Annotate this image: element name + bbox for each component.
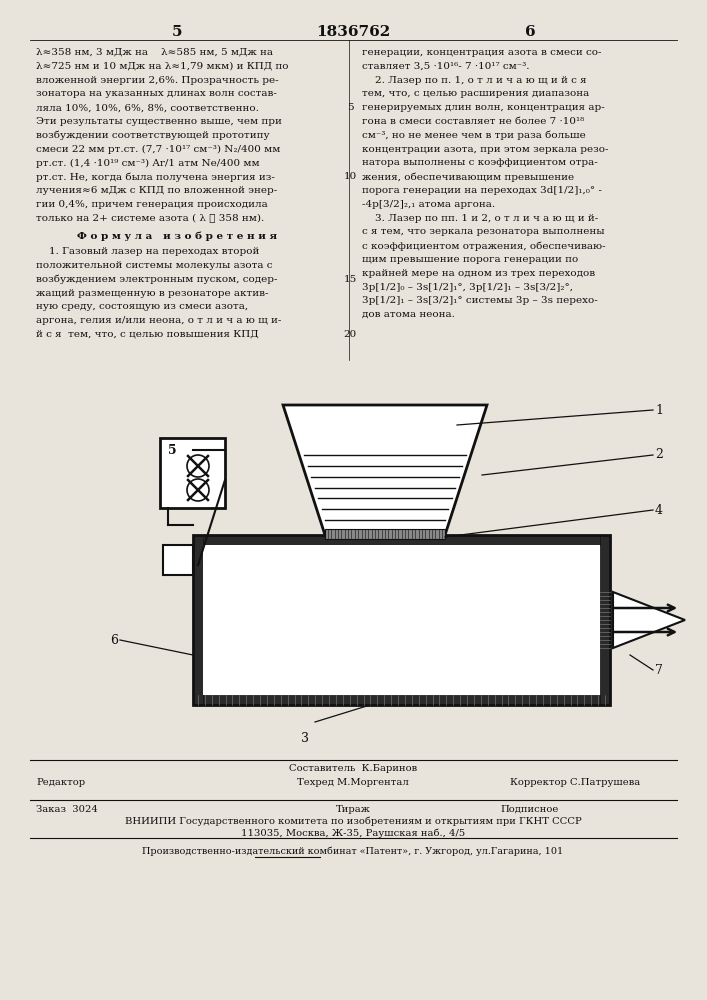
Text: генерируемых длин волн, концентрация ар-: генерируемых длин волн, концентрация ар- [362, 103, 604, 112]
Text: гии 0,4%, причем генерация происходила: гии 0,4%, причем генерация происходила [36, 200, 268, 209]
Text: 20: 20 [344, 330, 356, 339]
Text: 5: 5 [172, 25, 182, 39]
Text: 2: 2 [655, 448, 663, 462]
Text: с я тем, что зеркала резонатора выполнены: с я тем, что зеркала резонатора выполнен… [362, 227, 604, 236]
Bar [193, 695, 610, 705]
Text: Ф о р м у л а   и з о б р е т е н и я: Ф о р м у л а и з о б р е т е н и я [77, 231, 277, 241]
Polygon shape [283, 405, 487, 535]
Text: ляла 10%, 10%, 6%, 8%, соответственно.: ляла 10%, 10%, 6%, 8%, соответственно. [36, 103, 259, 112]
Text: й с я  тем, что, с целью повышения КПД: й с я тем, что, с целью повышения КПД [36, 330, 259, 339]
Text: 3: 3 [301, 732, 309, 745]
Text: жения, обеспечивающим превышение: жения, обеспечивающим превышение [362, 172, 574, 182]
Text: зонатора на указанных длинах волн состав-: зонатора на указанных длинах волн состав… [36, 89, 277, 98]
Text: возбуждением электронным пуском, содер-: возбуждением электронным пуском, содер- [36, 275, 278, 284]
Text: гона в смеси составляет не более 7 ·10¹⁸: гона в смеси составляет не более 7 ·10¹⁸ [362, 117, 584, 126]
Text: ставляет 3,5 ·10¹⁶- 7 ·10¹⁷ см⁻³.: ставляет 3,5 ·10¹⁶- 7 ·10¹⁷ см⁻³. [362, 62, 530, 71]
Text: 15: 15 [344, 275, 356, 284]
Text: 1. Газовый лазер на переходах второй: 1. Газовый лазер на переходах второй [36, 247, 259, 256]
Text: аргона, гелия и/или неона, о т л и ч а ю щ и-: аргона, гелия и/или неона, о т л и ч а ю… [36, 316, 281, 325]
Bar [193, 535, 610, 545]
Text: натора выполнены с коэффициентом отра-: натора выполнены с коэффициентом отра- [362, 158, 597, 167]
Bar [160, 438, 225, 508]
Bar [325, 529, 445, 539]
Text: 6: 6 [525, 25, 535, 39]
Text: с коэффициентом отражения, обеспечиваю-: с коэффициентом отражения, обеспечиваю- [362, 241, 606, 251]
Text: λ≈725 нм и 10 мДж на λ≈1,79 мкм) и КПД по: λ≈725 нм и 10 мДж на λ≈1,79 мкм) и КПД п… [36, 62, 288, 71]
Text: Производственно-издательский комбинат «Патент», г. Ужгород, ул.Гагарина, 101: Производственно-издательский комбинат «П… [142, 846, 563, 856]
Text: смеси 22 мм рт.ст. (7,7 ·10¹⁷ см⁻³) N₂/400 мм: смеси 22 мм рт.ст. (7,7 ·10¹⁷ см⁻³) N₂/4… [36, 145, 281, 154]
Text: 3p[1/2]₀ – 3s[1/2]₁°, 3p[1/2]₁ – 3s[3/2]₂°,: 3p[1/2]₀ – 3s[1/2]₁°, 3p[1/2]₁ – 3s[3/2]… [362, 283, 573, 292]
Text: 5: 5 [168, 444, 177, 457]
Text: рт.ст. (1,4 ·10¹⁹ см⁻³) Ar/1 атм Ne/400 мм: рт.ст. (1,4 ·10¹⁹ см⁻³) Ar/1 атм Ne/400 … [36, 158, 259, 168]
Text: ную среду, состоящую из смеси азота,: ную среду, состоящую из смеси азота, [36, 302, 248, 311]
Text: 1: 1 [655, 403, 663, 416]
Text: Подписное: Подписное [501, 805, 559, 814]
Bar [203, 545, 600, 695]
Bar [193, 535, 610, 705]
Text: жащий размещенную в резонаторе актив-: жащий размещенную в резонаторе актив- [36, 289, 269, 298]
Text: Заказ  3024: Заказ 3024 [36, 805, 98, 814]
Bar [163, 545, 193, 575]
Text: 1836762: 1836762 [316, 25, 390, 39]
Text: порога генерации на переходах 3d[1/2]₁,₀° -: порога генерации на переходах 3d[1/2]₁,₀… [362, 186, 602, 195]
Text: вложенной энергии 2,6%. Прозрачность ре-: вложенной энергии 2,6%. Прозрачность ре- [36, 76, 279, 85]
Bar [193, 535, 203, 705]
Text: 4: 4 [655, 504, 663, 516]
Text: Корректор С.Патрушева: Корректор С.Патрушева [510, 778, 640, 787]
Text: положительной системы молекулы азота с: положительной системы молекулы азота с [36, 261, 272, 270]
Text: Техред М.Моргентал: Техред М.Моргентал [297, 778, 409, 787]
Text: концентрации азота, при этом зеркала резо-: концентрации азота, при этом зеркала рез… [362, 145, 609, 154]
Text: возбуждении соответствующей прототипу: возбуждении соответствующей прототипу [36, 131, 269, 140]
Text: Редактор: Редактор [36, 778, 85, 787]
Text: щим превышение порога генерации по: щим превышение порога генерации по [362, 255, 578, 264]
Text: 6: 6 [110, 634, 118, 647]
Text: рт.ст. Не, когда была получена энергия из-: рт.ст. Не, когда была получена энергия и… [36, 172, 275, 182]
Text: 3. Лазер по пп. 1 и 2, о т л и ч а ю щ и й-: 3. Лазер по пп. 1 и 2, о т л и ч а ю щ и… [362, 214, 598, 223]
Text: лучения≈6 мДж с КПД по вложенной энер-: лучения≈6 мДж с КПД по вложенной энер- [36, 186, 277, 195]
Text: дов атома неона.: дов атома неона. [362, 310, 455, 319]
Text: 113035, Москва, Ж-35, Раушская наб., 4/5: 113035, Москва, Ж-35, Раушская наб., 4/5 [241, 829, 465, 838]
Text: Эти результаты существенно выше, чем при: Эти результаты существенно выше, чем при [36, 117, 282, 126]
Text: генерации, концентрация азота в смеси со-: генерации, концентрация азота в смеси со… [362, 48, 602, 57]
Text: 3p[1/2]₁ – 3s[3/2]₁° системы 3p – 3s перехо-: 3p[1/2]₁ – 3s[3/2]₁° системы 3p – 3s пер… [362, 296, 597, 305]
Text: 2. Лазер по п. 1, о т л и ч а ю щ и й с я: 2. Лазер по п. 1, о т л и ч а ю щ и й с … [362, 76, 587, 85]
Text: 10: 10 [344, 172, 356, 181]
Text: Тираж: Тираж [336, 805, 370, 814]
Polygon shape [613, 592, 685, 648]
Text: 5: 5 [346, 103, 354, 112]
Text: крайней мере на одном из трех переходов: крайней мере на одном из трех переходов [362, 269, 595, 278]
Text: ВНИИПИ Государственного комитета по изобретениям и открытиям при ГКНТ СССР: ВНИИПИ Государственного комитета по изоб… [124, 817, 581, 826]
Text: λ≈358 нм, 3 мДж на    λ≈585 нм, 5 мДж на: λ≈358 нм, 3 мДж на λ≈585 нм, 5 мДж на [36, 48, 273, 57]
Text: только на 2+ системе азота ( λ ≅ 358 нм).: только на 2+ системе азота ( λ ≅ 358 нм)… [36, 214, 264, 223]
Text: 7: 7 [655, 664, 663, 676]
Bar [600, 535, 610, 705]
Text: см⁻³, но не менее чем в три раза больше: см⁻³, но не менее чем в три раза больше [362, 131, 586, 140]
Text: тем, что, с целью расширения диапазона: тем, что, с целью расширения диапазона [362, 89, 589, 98]
Text: Составитель  К.Баринов: Составитель К.Баринов [289, 764, 417, 773]
Text: -4p[3/2]₂,₁ атома аргона.: -4p[3/2]₂,₁ атома аргона. [362, 200, 495, 209]
